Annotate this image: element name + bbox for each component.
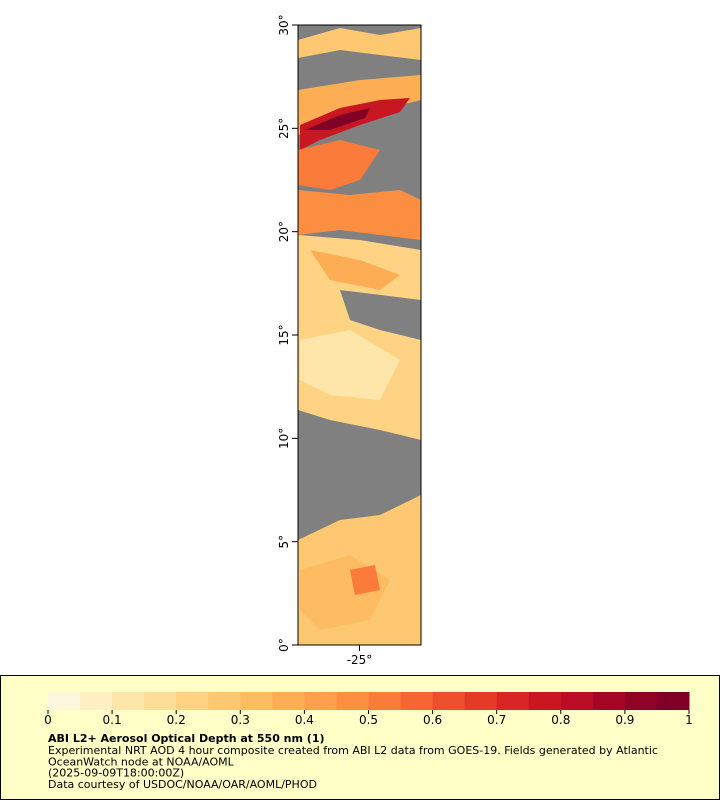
colorbar-segment [48, 692, 81, 710]
colorbar-segment [336, 692, 369, 710]
colorbar-tick-label: 0.7 [487, 713, 506, 727]
colorbar-segment [176, 692, 209, 710]
colorbar-segment [80, 692, 113, 710]
caption-line: (2025-09-09T18:00:00Z) [48, 767, 184, 780]
no-data-area [340, 290, 421, 340]
colorbar-tick-label: 1 [685, 713, 693, 727]
caption-line: OceanWatch node at NOAA/AOML [48, 755, 235, 768]
colorbar-tick-label: 0.4 [295, 713, 314, 727]
colorbar-segment [624, 692, 658, 710]
y-tick-label: 20° [277, 221, 291, 242]
y-tick-label: 10° [277, 428, 291, 449]
y-tick-label: 0° [277, 638, 291, 652]
aerosol-area [300, 98, 410, 150]
colorbar-segment [592, 692, 626, 710]
aerosol-area [298, 190, 421, 240]
colorbar-segment [656, 692, 690, 710]
aerosol-area [305, 108, 370, 130]
aerosol-area [298, 140, 380, 190]
colorbar-tick-label: 0.5 [359, 713, 378, 727]
colorbar-tick-label: 0.8 [551, 713, 570, 727]
y-tick-label: 5° [277, 535, 291, 549]
colorbar-segment [400, 692, 434, 710]
colorbar-segment [272, 692, 305, 710]
aerosol-area [300, 330, 400, 400]
colorbar-tick-label: 0.6 [423, 713, 442, 727]
colorbar-segment [368, 692, 402, 710]
aod-map [298, 25, 421, 645]
colorbar-segment [304, 692, 337, 710]
colorbar-tick-label: 0.1 [103, 713, 122, 727]
y-tick-label: 30° [277, 14, 291, 35]
colorbar-segment [144, 692, 177, 710]
aerosol-area [310, 250, 400, 290]
colorbar-tick-label: 0.9 [615, 713, 634, 727]
y-tick-label: 25° [277, 118, 291, 139]
colorbar-segment [560, 692, 594, 710]
colorbar-tick-label: 0 [44, 713, 52, 727]
colorbar-segment [528, 692, 562, 710]
caption-line: Data courtesy of USDOC/NOAA/OAR/AOML/PHO… [48, 778, 317, 791]
colorbar-segment [432, 692, 466, 710]
colorbar-segment [496, 692, 530, 710]
colorbar-segment [112, 692, 145, 710]
colorbar-segment [208, 692, 241, 710]
y-tick-label: 15° [277, 324, 291, 345]
colorbar-tick-label: 0.3 [231, 713, 250, 727]
colorbar-segment [464, 692, 498, 710]
caption-title: ABI L2+ Aerosol Optical Depth at 550 nm … [48, 732, 325, 745]
aerosol-area [298, 28, 421, 60]
caption-line: Experimental NRT AOD 4 hour composite cr… [48, 744, 658, 757]
colorbar-tick-label: 0.2 [167, 713, 186, 727]
x-tick-label: -25° [347, 653, 373, 667]
aerosol-area [350, 565, 380, 595]
colorbar-segment [240, 692, 273, 710]
